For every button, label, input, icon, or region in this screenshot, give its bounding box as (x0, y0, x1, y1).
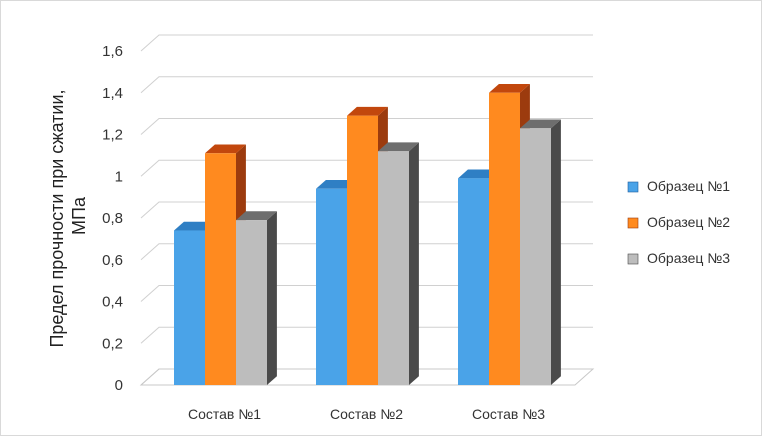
bar-top (378, 142, 419, 152)
x-axis-categories: Состав №1 Состав №2 Состав №3 (188, 406, 545, 422)
bar-top (316, 179, 357, 189)
y-tick-label: 0,4 (102, 294, 123, 311)
bar-front (236, 220, 267, 385)
gridline (140, 76, 593, 94)
bars (174, 83, 561, 386)
bar-top (205, 144, 246, 154)
bar-top (458, 169, 499, 179)
y-axis-title-line-2: МПа (69, 196, 89, 235)
bar-side (409, 142, 419, 385)
legend-item: Образец №2 (627, 214, 730, 230)
legend-item: Образец №3 (627, 250, 730, 266)
x-category-label: Состав №2 (330, 406, 403, 422)
gridlines (139, 34, 595, 386)
bar (378, 142, 419, 385)
x-category-label: Состав №3 (472, 406, 545, 422)
bar-front (489, 92, 520, 385)
bar-top (236, 211, 277, 221)
y-tick-label: 0,6 (102, 252, 123, 269)
y-axis-ticks: 0 0,2 0,4 0,6 0,8 1 1,2 1,4 1,6 (102, 43, 123, 394)
y-axis-title-line-1: Предел прочности при сжатии, (47, 90, 67, 348)
y-tick-label: 1 (115, 168, 123, 185)
gridline (140, 285, 593, 302)
bar-front (458, 178, 489, 385)
legend-label: Образец №2 (647, 214, 730, 230)
y-tick-label: 0,8 (102, 210, 123, 227)
bar-front (378, 151, 409, 385)
y-tick-label: 1,4 (102, 85, 123, 102)
bar-top (520, 119, 561, 129)
bar-front (205, 153, 236, 385)
bar-front (347, 115, 378, 386)
gridline (140, 243, 593, 261)
legend-label: Образец №1 (647, 178, 730, 194)
y-tick-label: 1,2 (102, 127, 123, 144)
bar (520, 119, 561, 386)
bar (236, 211, 277, 385)
bar-side (551, 119, 561, 385)
legend: Образец №1 Образец №2 Образец №3 (627, 178, 730, 266)
y-tick-label: 0 (115, 377, 123, 394)
legend-swatch (627, 253, 639, 265)
bar-front (316, 188, 347, 385)
gridline (140, 201, 593, 219)
bar-side (267, 211, 277, 385)
bar-front (520, 128, 551, 386)
y-tick-label: 1,6 (102, 43, 123, 60)
gridline (140, 326, 593, 344)
legend-swatch (627, 217, 639, 229)
legend-item: Образец №1 (627, 178, 730, 194)
legend-label: Образец №3 (647, 250, 730, 266)
y-tick-label: 0,2 (102, 335, 123, 352)
chart-floor (139, 368, 595, 386)
legend-swatch (627, 181, 639, 193)
bar-top (489, 83, 530, 93)
bar-front (174, 230, 205, 385)
x-category-label: Состав №1 (188, 406, 261, 422)
y-axis-title: Предел прочности при сжатии, МПа (47, 84, 89, 347)
gridline (140, 159, 593, 177)
gridline (140, 118, 593, 135)
bar-top (174, 221, 215, 231)
bar-top (347, 106, 388, 116)
gridline (140, 34, 593, 52)
